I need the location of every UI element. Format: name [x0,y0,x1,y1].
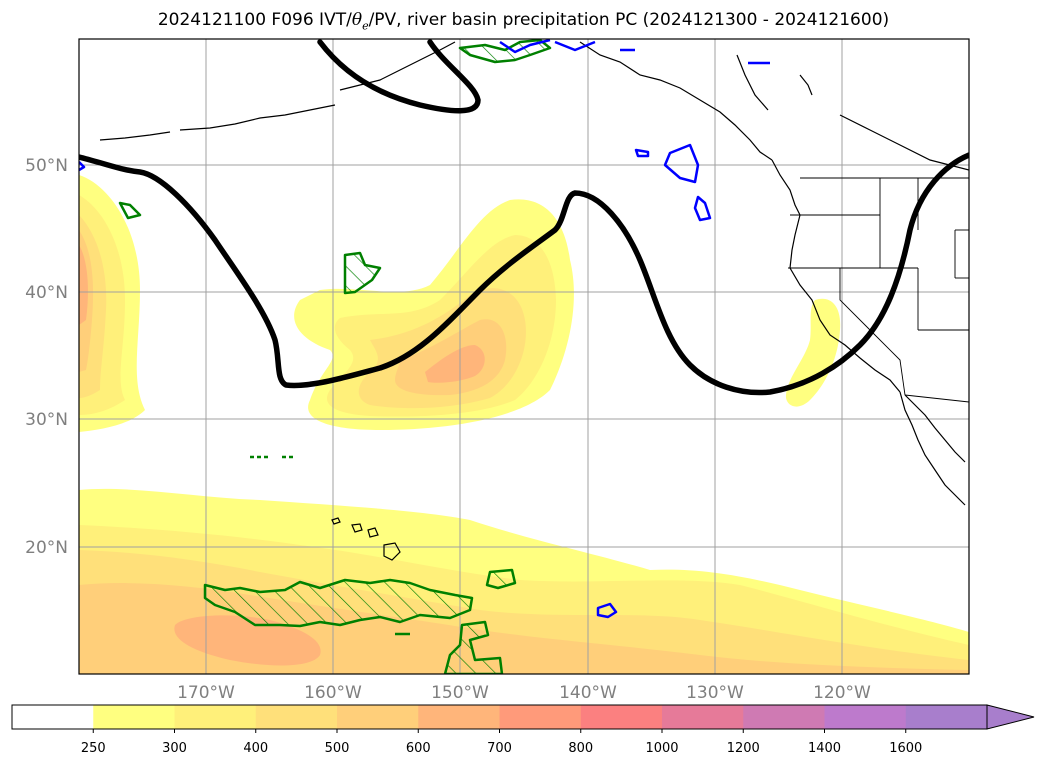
colorbar-tick-label: 1200 [727,741,760,756]
colorbar-tick-label: 1600 [889,741,922,756]
longitude-labels: 170°W 160°W 150°W 140°W 130°W 120°W [177,683,871,703]
colorbar-tick-label: 800 [568,741,593,756]
basin-blue-contours [79,39,770,619]
colorbar-tick-label: 250 [81,741,106,756]
colorbar-tick-label: 600 [406,741,431,756]
colorbar-extend-arrow [986,704,1035,730]
colorbar-segment [418,705,500,729]
colorbar-tick-label: 300 [162,741,187,756]
map-title: 2024121100 F096 IVT/θe/PV, river basin p… [157,10,890,33]
colorbar-segment [824,705,907,729]
lon-label-130w: 130°W [686,683,744,703]
lon-label-120w: 120°W [813,683,871,703]
colorbar-segment [662,705,744,729]
colorbar-segment [905,705,988,729]
latitude-labels: 50°N 40°N 30°N 20°N [25,156,68,558]
coastlines [99,41,969,506]
colorbar-segment [255,705,338,729]
colorbar-tick-label: 1400 [808,741,841,756]
colorbar-segments [12,705,988,729]
lon-label-170w: 170°W [177,683,235,703]
colorbar-segment [580,705,663,729]
colorbar-segment [174,705,257,729]
map-area [79,39,969,674]
colorbar-ticks: 250 300 400 500 600 700 800 1000 1200 1400 1600 [81,729,922,756]
map-gridlines [79,39,969,674]
hawaii-islands [331,517,401,561]
colorbar-tick-label: 1000 [645,741,678,756]
colorbar-segment [93,705,175,729]
lon-label-140w: 140°W [559,683,617,703]
lon-label-160w: 160°W [304,683,362,703]
colorbar-segment [743,705,825,729]
lat-label-30n: 30°N [25,410,68,430]
colorbar-segment [499,705,582,729]
colorbar-tick-label: 700 [487,741,512,756]
colorbar: 250 300 400 500 600 700 800 1000 1200 1400 1600 [11,704,1035,756]
lat-label-20n: 20°N [25,538,68,558]
colorbar-tick-label: 500 [325,741,350,756]
lat-label-40n: 40°N [25,283,68,303]
colorbar-segment [337,705,419,729]
map-frame [78,38,970,675]
lon-label-150w: 150°W [431,683,489,703]
lat-label-50n: 50°N [25,156,68,176]
pv-contours [79,39,969,396]
colorbar-tick-label: 400 [243,741,268,756]
ivt-shading [79,175,969,674]
colorbar-segment [12,705,94,729]
